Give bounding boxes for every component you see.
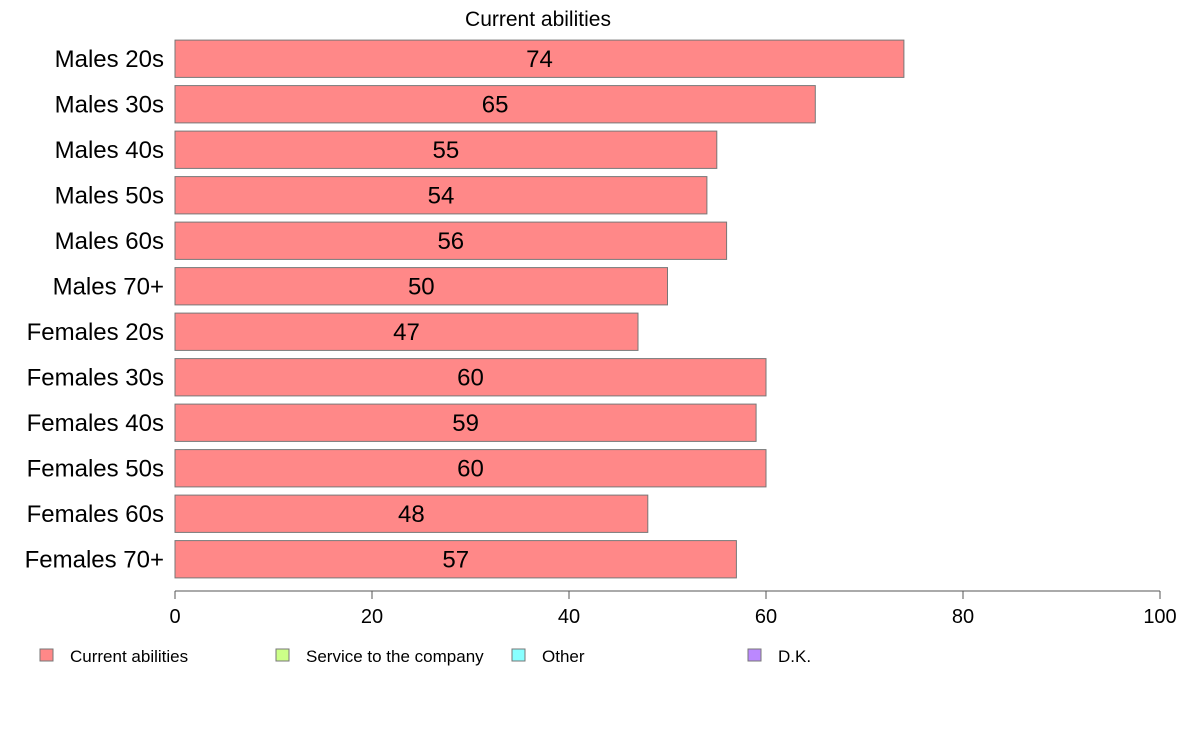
x-tick-label: 80 bbox=[952, 606, 974, 628]
bar bbox=[174, 85, 816, 124]
bar bbox=[174, 176, 708, 215]
value-label: 56 bbox=[437, 228, 464, 255]
value-label: 55 bbox=[433, 137, 460, 164]
bar bbox=[174, 494, 649, 533]
bar bbox=[174, 358, 767, 397]
bar bbox=[174, 267, 668, 306]
value-label: 65 bbox=[482, 91, 509, 118]
bar bbox=[174, 403, 757, 442]
category-label: Males 30s bbox=[55, 91, 164, 118]
category-labels: Males 20s Males 30s Males 40s Males 50s Male… bbox=[25, 46, 164, 573]
x-tick-label: 0 bbox=[169, 606, 180, 628]
bar-group bbox=[174, 39, 905, 579]
value-label: 50 bbox=[408, 273, 435, 300]
category-label: Males 50s bbox=[55, 182, 164, 209]
category-label: Females 30s bbox=[27, 364, 164, 391]
legend-swatch bbox=[747, 648, 762, 662]
category-label: Males 20s bbox=[55, 46, 164, 73]
value-label: 57 bbox=[442, 546, 469, 573]
category-label: Males 40s bbox=[55, 137, 164, 164]
value-label: 74 bbox=[526, 46, 553, 73]
value-label: 48 bbox=[398, 501, 425, 528]
legend-label: D.K. bbox=[778, 647, 811, 666]
legend-label: Service to the company bbox=[306, 647, 484, 666]
x-tick-label: 20 bbox=[361, 606, 383, 628]
value-label: 60 bbox=[457, 455, 484, 482]
value-label: 47 bbox=[393, 319, 420, 346]
legend: Current abilities Service to the company O… bbox=[39, 647, 811, 666]
bar bbox=[174, 312, 639, 351]
legend-swatch bbox=[275, 648, 290, 662]
x-tick-label: 40 bbox=[558, 606, 580, 628]
category-label: Males 60s bbox=[55, 228, 164, 255]
category-label: Females 40s bbox=[27, 410, 164, 437]
legend-label: Current abilities bbox=[70, 647, 188, 666]
value-label: 54 bbox=[428, 182, 455, 209]
value-label: 59 bbox=[452, 410, 479, 437]
bar bbox=[174, 449, 767, 488]
x-axis: 0 20 40 60 80 100 bbox=[169, 590, 1177, 628]
x-tick-label: 60 bbox=[755, 606, 777, 628]
category-label: Males 70+ bbox=[53, 273, 164, 300]
category-label: Females 50s bbox=[27, 455, 164, 482]
bar bbox=[174, 221, 728, 260]
category-label: Females 20s bbox=[27, 319, 164, 346]
legend-swatch bbox=[39, 648, 54, 662]
category-label: Females 70+ bbox=[25, 546, 164, 573]
legend-swatch bbox=[511, 648, 526, 662]
chart-title: Current abilities bbox=[465, 8, 611, 31]
x-tick-label: 100 bbox=[1143, 606, 1176, 628]
bar bbox=[174, 540, 737, 579]
category-label: Females 60s bbox=[27, 501, 164, 528]
value-label: 60 bbox=[457, 364, 484, 391]
bar bbox=[174, 130, 718, 169]
legend-label: Other bbox=[542, 647, 585, 666]
bar bbox=[174, 39, 905, 78]
